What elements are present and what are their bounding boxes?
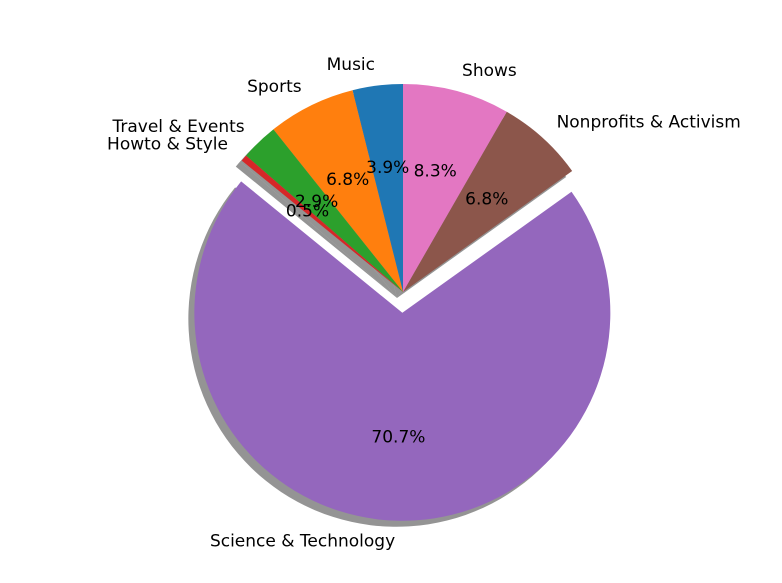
label-shows: Shows	[462, 61, 517, 81]
slice-shows	[403, 84, 507, 292]
percent-labels: 3.9%6.8%2.9%0.5%70.7%6.8%8.3%	[286, 158, 508, 447]
percent-nonprofits-and-activism: 6.8%	[465, 189, 508, 209]
pie-slices	[194, 84, 611, 521]
percent-travel-and-events: 2.9%	[295, 192, 338, 212]
slice-music	[352, 84, 403, 292]
label-howto-and-style: Howto & Style	[107, 135, 228, 155]
percent-sports: 6.8%	[326, 170, 369, 190]
percent-music: 3.9%	[366, 158, 409, 178]
percent-shows: 8.3%	[414, 161, 457, 181]
percent-howto-and-style: 0.5%	[286, 202, 329, 222]
label-science-and-technology: Science & Technology	[210, 531, 395, 551]
slice-travel-and-events	[245, 129, 403, 292]
slice-nonprofits-and-activism	[403, 111, 573, 292]
slice-sports	[273, 90, 403, 293]
label-sports: Sports	[247, 77, 302, 97]
percent-science-and-technology: 70.7%	[371, 428, 425, 448]
label-travel-and-events: Travel & Events	[112, 117, 245, 137]
shadow-howto-and-style	[235, 161, 397, 298]
slice-howto-and-style	[241, 155, 403, 292]
label-nonprofits-and-activism: Nonprofits & Activism	[557, 112, 741, 132]
label-music: Music	[327, 55, 375, 75]
slice-science-and-technology	[194, 181, 611, 521]
